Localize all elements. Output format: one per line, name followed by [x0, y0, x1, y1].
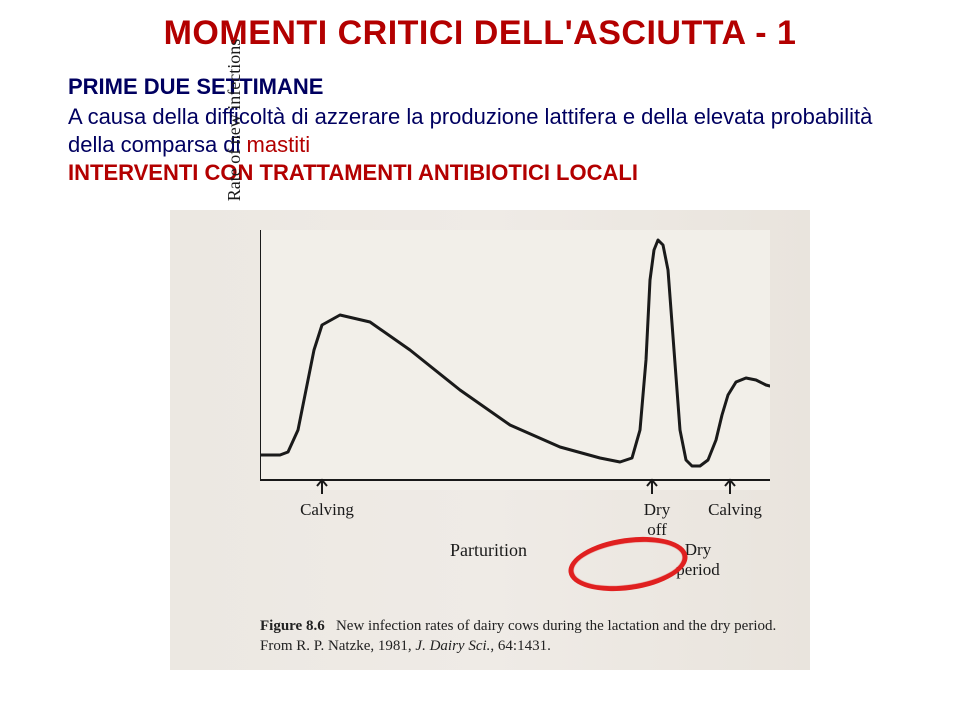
body-line-1: A causa della difficoltà di azzerare la … [68, 104, 872, 130]
infection-curve [260, 230, 770, 530]
x-tick-label: Calving [292, 500, 362, 520]
slide-title: MOMENTI CRITICI DELL'ASCIUTTA - 1 MOMENT… [0, 14, 960, 53]
body-line-2: della comparsa di mastiti [68, 132, 310, 158]
figure: Rate of new infections CalvingDry offCal… [170, 210, 810, 670]
plot-area [260, 230, 770, 490]
subtitle: PRIME DUE SETTIMANE [68, 74, 323, 100]
y-axis-label: Rate of new infections [224, 0, 245, 240]
slide: MOMENTI CRITICI DELL'ASCIUTTA - 1 MOMENT… [0, 0, 960, 716]
x-axis-label: Parturition [450, 540, 527, 561]
figure-caption: Figure 8.6 New infection rates of dairy … [260, 616, 790, 657]
x-tick-label: Dry off [622, 500, 692, 540]
x-tick-label: Calving [700, 500, 770, 520]
mastiti-word: mastiti [247, 132, 311, 157]
body-line-3: INTERVENTI CON TRATTAMENTI ANTIBIOTICI L… [68, 160, 638, 186]
